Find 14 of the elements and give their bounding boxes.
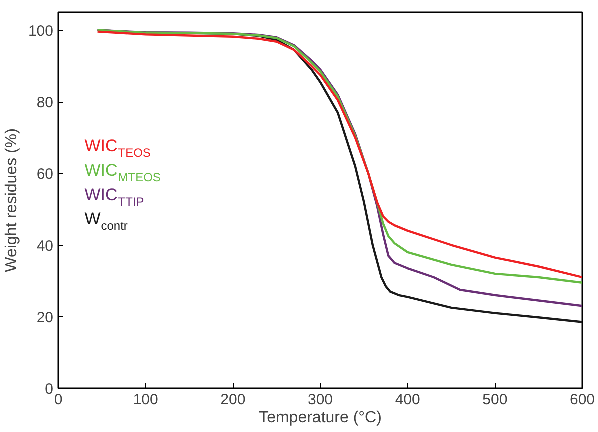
y-tick-label: 0 xyxy=(45,381,54,398)
y-tick-label: 40 xyxy=(36,238,54,255)
x-tick-label: 400 xyxy=(395,392,420,408)
x-tick-label: 600 xyxy=(570,392,596,408)
y-tick-label: 20 xyxy=(36,309,54,326)
x-tick-label: 300 xyxy=(308,392,334,408)
x-tick-label: 200 xyxy=(220,392,246,408)
x-tick-label: 500 xyxy=(482,392,508,408)
x-tick-label: 100 xyxy=(133,392,158,408)
x-axis-title: Temperature (°C) xyxy=(259,410,382,426)
y-axis-title: Weight residues (%) xyxy=(3,128,20,272)
y-tick-label: 80 xyxy=(36,94,54,112)
y-tick-label: 100 xyxy=(28,22,54,40)
y-tick-label: 60 xyxy=(36,166,54,184)
